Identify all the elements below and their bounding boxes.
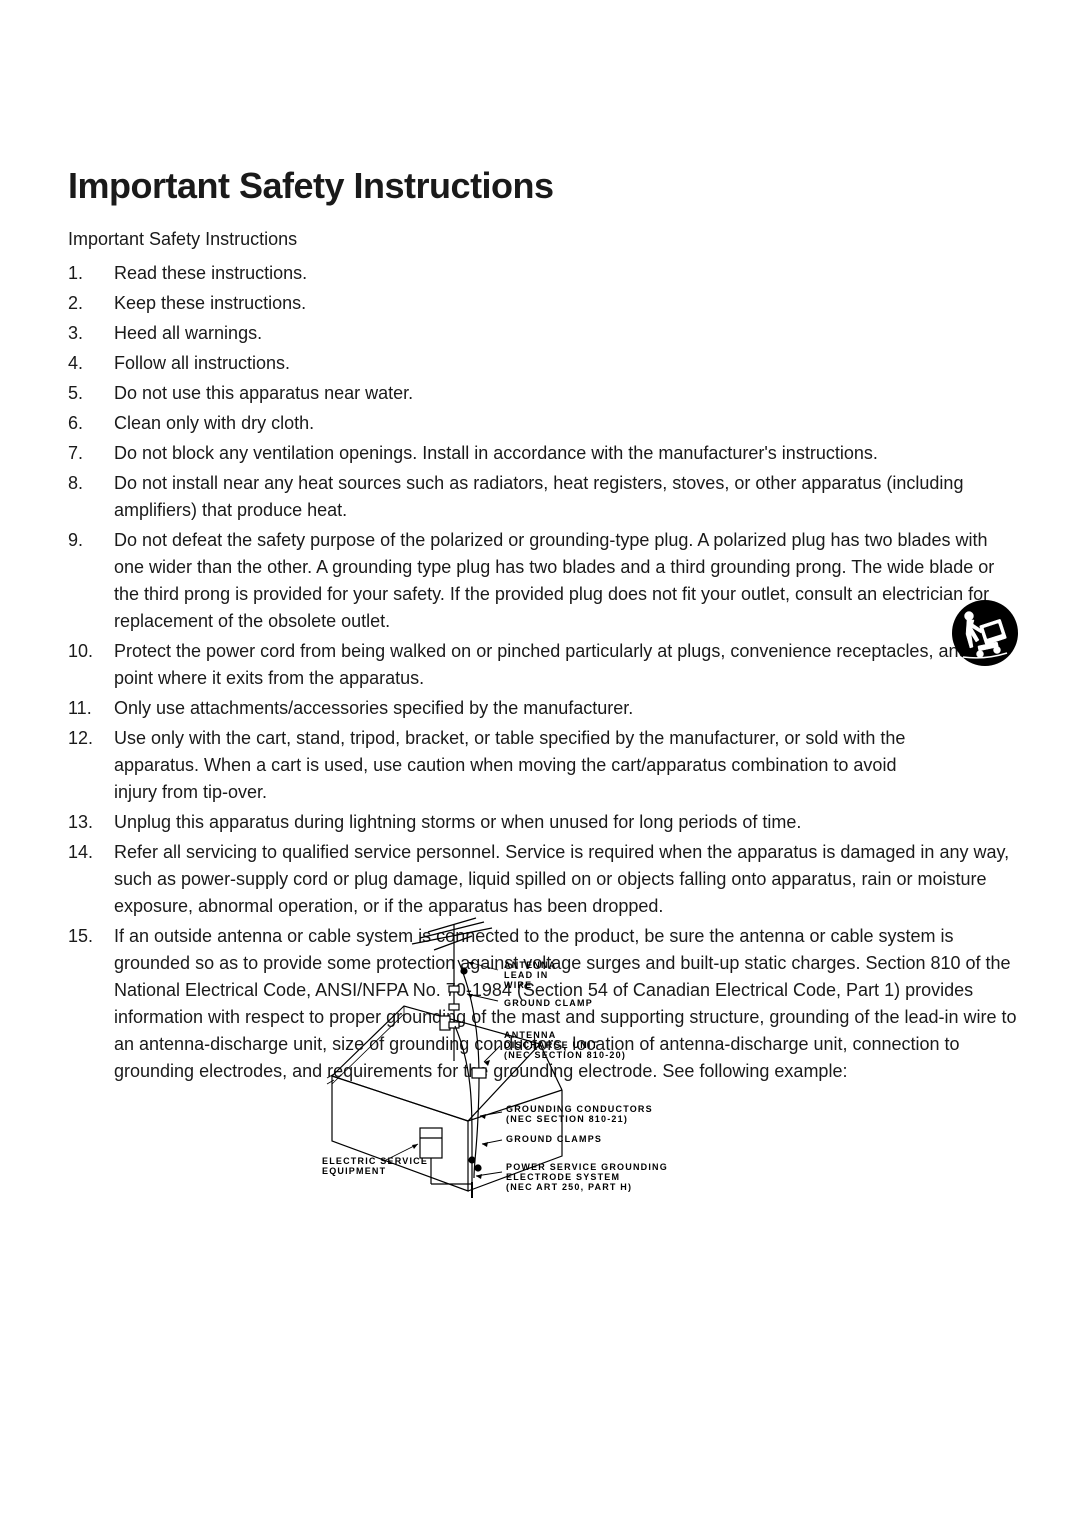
cart-tipover-icon (952, 600, 1018, 671)
list-item: Only use attachments/accessories specifi… (68, 695, 1018, 722)
diagram-label-ground-clamps: GROUND CLAMPS (506, 1134, 602, 1144)
list-item: Keep these instructions. (68, 290, 1018, 317)
diagram-label-ground-clamp: GROUND CLAMP (504, 998, 593, 1008)
list-item: Follow all instructions. (68, 350, 1018, 377)
list-item: Protect the power cord from being walked… (68, 638, 1018, 692)
diagram-label-discharge-unit: ANTENNA DISCHARGE UNIT (NEC SECTION 810-… (504, 1030, 626, 1060)
diagram-label-electric-service: ELECTRIC SERVICE EQUIPMENT (322, 1156, 432, 1176)
list-item: Read these instructions. (68, 260, 1018, 287)
diagram-label-antenna-lead: ANTENNA LEAD IN WIRE (504, 960, 560, 990)
page-subtitle: Important Safety Instructions (68, 229, 1018, 250)
list-item: Use only with the cart, stand, tripod, b… (68, 725, 1018, 806)
grounding-diagram: ANTENNA LEAD IN WIRE GROUND CLAMP ANTENN… (322, 916, 792, 1211)
list-item: Do not block any ventilation openings. I… (68, 440, 1018, 467)
list-item: Do not defeat the safety purpose of the … (68, 527, 1018, 635)
diagram-label-grounding-conductors: GROUNDING CONDUCTORS (NEC SECTION 810-21… (506, 1104, 657, 1124)
page-title: Important Safety Instructions (68, 165, 1018, 207)
diagram-label-power-service: POWER SERVICE GROUNDING ELECTRODE SYSTEM… (506, 1162, 672, 1192)
list-item: Unplug this apparatus during lightning s… (68, 809, 1018, 836)
list-item: Do not install near any heat sources suc… (68, 470, 1018, 524)
list-item: Heed all warnings. (68, 320, 1018, 347)
list-item: Refer all servicing to qualified service… (68, 839, 1018, 920)
list-item: Clean only with dry cloth. (68, 410, 1018, 437)
list-item: Do not use this apparatus near water. (68, 380, 1018, 407)
